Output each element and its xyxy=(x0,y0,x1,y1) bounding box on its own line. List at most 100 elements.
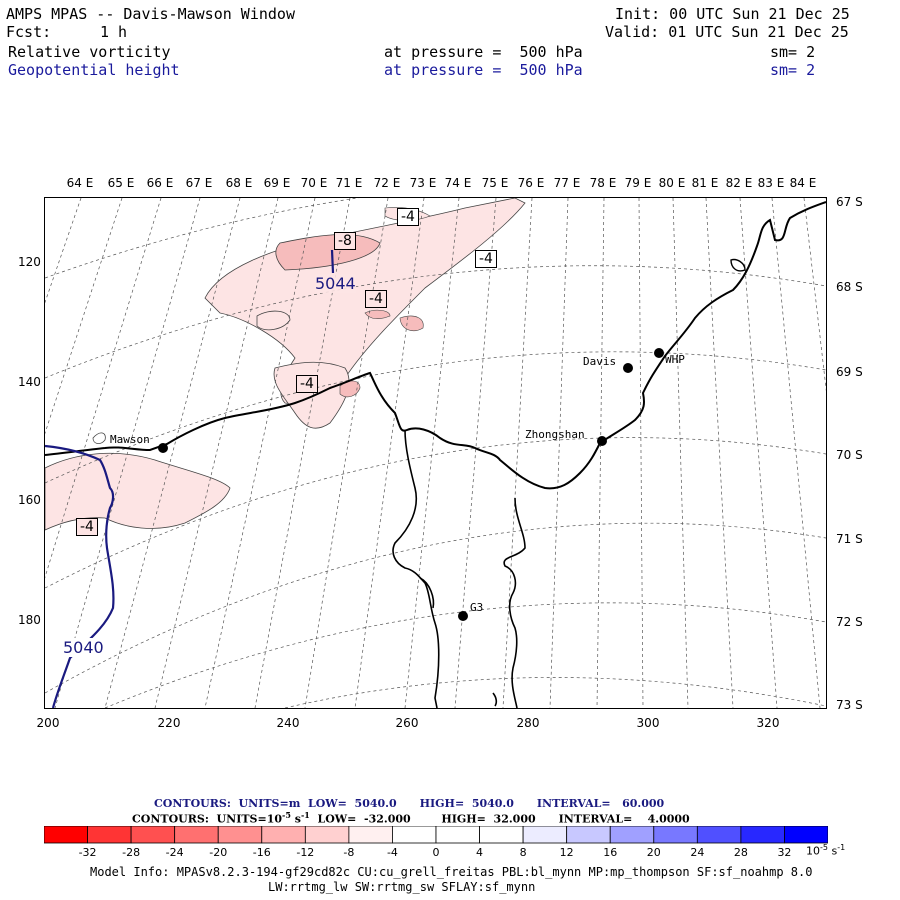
lon-label: 71 E xyxy=(335,176,363,190)
longitude-line xyxy=(638,198,644,708)
longitude-line xyxy=(803,198,826,392)
height-label: 5044 xyxy=(315,274,356,293)
ice-shelf-edge xyxy=(419,577,435,609)
ice-shelf-edge xyxy=(492,692,498,707)
field2-smoothing: sm= 2 xyxy=(770,61,816,79)
longitude-line xyxy=(454,198,497,708)
y-tick-label: 160 xyxy=(18,493,41,507)
lat-label: 68 S xyxy=(836,280,863,294)
longitude-line xyxy=(404,198,460,708)
height-label: 5040 xyxy=(63,638,104,657)
valid-time: Valid: 01 UTC Sun 21 Dec 25 xyxy=(605,23,849,41)
colorbar-units-s: s xyxy=(827,844,838,858)
model-info-line1: Model Info: MPASv8.2.3-194-gf29cd82c CU:… xyxy=(90,865,813,879)
lon-label: 79 E xyxy=(624,176,652,190)
lon-label: 64 E xyxy=(66,176,94,190)
colorbar-cell xyxy=(609,826,655,844)
lon-label: 69 E xyxy=(263,176,291,190)
colorbar-cell xyxy=(566,826,611,844)
colorbar-tick-label: -32 xyxy=(78,846,97,859)
vorticity-label: -8 xyxy=(334,232,356,250)
lon-label: 65 E xyxy=(107,176,135,190)
forecast-label: Fcst: xyxy=(6,23,52,41)
colorbar-tick-label: 12 xyxy=(559,846,574,859)
colorbar-cell xyxy=(784,826,828,844)
x-tick-label: 240 xyxy=(276,716,300,730)
colorbar-tick-label: -16 xyxy=(252,846,271,859)
lon-label: 84 E xyxy=(789,176,817,190)
vorticity-label: -4 xyxy=(365,290,387,308)
map-canvas xyxy=(45,198,826,708)
station-davis-label: Davis xyxy=(583,355,617,368)
x-tick-label: 200 xyxy=(36,716,60,730)
lon-label: 70 E xyxy=(300,176,328,190)
vorticity-core xyxy=(364,309,391,319)
longitude-line xyxy=(54,198,201,708)
colorbar-tick-label: -8 xyxy=(343,846,355,859)
colorbar-cell xyxy=(522,826,568,844)
station-g3-marker[interactable] xyxy=(458,611,468,621)
colorbar-tick-label: -24 xyxy=(165,846,184,859)
colorbar-cell xyxy=(261,826,306,844)
vorticity-region xyxy=(273,361,350,429)
station-davis-marker[interactable] xyxy=(623,363,633,373)
colorbar-cell xyxy=(217,826,263,844)
longitude-line xyxy=(104,198,241,708)
coastline xyxy=(45,201,826,708)
lon-label: 75 E xyxy=(481,176,509,190)
latitude-line xyxy=(284,677,826,708)
colorbar-units-exp: -5 xyxy=(820,843,828,852)
station-whp-marker[interactable] xyxy=(654,348,664,358)
colorbar-cell xyxy=(653,826,698,844)
longitude-line xyxy=(549,198,569,708)
colorbar-tick-label: -28 xyxy=(122,846,141,859)
init-time: Init: 00 UTC Sun 21 Dec 25 xyxy=(615,5,850,23)
lon-label: 82 E xyxy=(725,176,753,190)
island xyxy=(730,258,746,272)
vorticity-label: -4 xyxy=(397,208,419,226)
colorbar-units-base: 10 xyxy=(806,844,820,858)
station-mawson-marker[interactable] xyxy=(158,443,168,453)
latitude-line xyxy=(45,522,826,694)
station-zhongshan-marker[interactable] xyxy=(597,436,607,446)
model-info-line2: LW:rrtmg_lw SW:rrtmg_sw SFLAY:sf_mynn xyxy=(268,880,536,894)
longitude-line xyxy=(771,198,821,708)
vorticity-label: -4 xyxy=(76,518,98,536)
colorbar-units: 10-5 s-1 xyxy=(806,843,845,858)
lat-lon-grid xyxy=(45,198,826,708)
y-tick-label: 180 xyxy=(18,613,41,627)
colorbar-cell xyxy=(392,826,437,844)
lat-label: 71 S xyxy=(836,532,863,546)
lon-label: 72 E xyxy=(373,176,401,190)
longitude-line xyxy=(705,198,734,708)
x-tick-label: 260 xyxy=(395,716,419,730)
stations xyxy=(158,348,664,621)
colorbar-cell xyxy=(44,826,88,844)
longitude-line xyxy=(304,198,389,708)
colorbar-cell xyxy=(479,826,524,844)
vorticity-label: -4 xyxy=(475,250,497,268)
longitude-line xyxy=(154,198,279,708)
latitude-line xyxy=(45,437,826,589)
colorbar-tick-label: 4 xyxy=(476,846,484,859)
y-tick-label: 120 xyxy=(18,255,41,269)
colorbar-cell xyxy=(174,826,219,844)
vorticity-core xyxy=(399,315,424,331)
forecast-value: 1 h xyxy=(100,23,128,41)
station-g3-label: G3 xyxy=(470,601,484,614)
lon-label: 83 E xyxy=(757,176,785,190)
longitude-line xyxy=(672,198,689,708)
height-contour-5044 xyxy=(330,249,335,274)
field2-level: at pressure = 500 hPa xyxy=(384,61,583,79)
plot-title: AMPS MPAS -- Davis-Mawson Window xyxy=(6,5,295,23)
station-whp-label: WHP xyxy=(665,353,685,366)
x-tick-label: 320 xyxy=(756,716,780,730)
latitude-line xyxy=(45,351,826,484)
vorticity-contour xyxy=(256,310,291,331)
latitude-line xyxy=(45,265,826,379)
ice-shelf-edge xyxy=(392,429,440,708)
longitude-line xyxy=(739,198,778,708)
lat-label: 72 S xyxy=(836,615,863,629)
colorbar-tick-label: 32 xyxy=(777,846,792,859)
lat-label: 70 S xyxy=(836,448,863,462)
